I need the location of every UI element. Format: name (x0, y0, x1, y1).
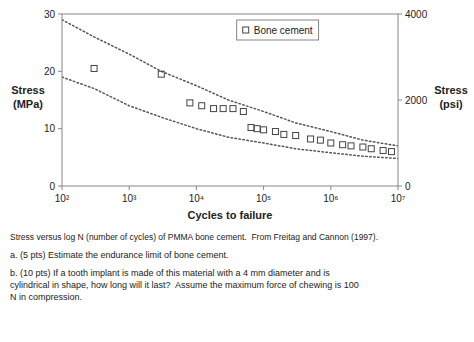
y-axis: 0 10 20 30 (44, 9, 62, 192)
y2-tick (398, 100, 402, 101)
curve (62, 77, 398, 158)
data-marks (62, 20, 398, 159)
y-tick-label: 0 (49, 181, 55, 192)
y2-axis-label: Stress (434, 84, 468, 96)
annotation: a. (5 pts) Estimate the endurance limit … (10, 250, 229, 260)
x-tick-label: 10³ (122, 193, 137, 204)
data-point (272, 129, 278, 135)
data-point (308, 136, 314, 142)
annotation: b. (10 pts) If a tooth implant is made o… (10, 268, 330, 278)
plot-background (62, 14, 398, 186)
x-tick (398, 186, 399, 190)
annotation: Stress versus log N (number of cycles) o… (10, 232, 378, 242)
y-tick-label: 10 (44, 123, 56, 134)
x-axis-label: Cycles to failure (188, 209, 273, 221)
x-tick (129, 186, 130, 190)
data-point (317, 137, 323, 143)
data-point (158, 71, 164, 77)
data-point (240, 108, 246, 114)
data-point (368, 146, 374, 152)
y-tick (58, 186, 62, 187)
y-tick-label: 30 (44, 9, 56, 20)
annotation: cylindrical in shape, how long will it l… (10, 280, 359, 290)
data-point (211, 106, 217, 112)
data-point (293, 133, 299, 139)
x-tick (196, 186, 197, 190)
data-point (261, 127, 267, 133)
data-point (254, 126, 260, 132)
y2-axis: 0 2000 4000 (398, 9, 428, 192)
x-tick (263, 186, 264, 190)
data-point (348, 143, 354, 149)
data-point (360, 144, 366, 150)
data-point (220, 106, 226, 112)
x-tick-label: 10⁴ (189, 193, 204, 204)
x-tick-label: 10² (55, 193, 70, 204)
y-tick (58, 71, 62, 72)
x-tick (330, 186, 331, 190)
y2-tick (398, 186, 402, 187)
x-tick-label: 10⁶ (323, 193, 338, 204)
y2-tick (398, 14, 402, 15)
y-tick (58, 128, 62, 129)
x-tick-label: 10⁵ (256, 193, 271, 204)
y-tick (58, 14, 62, 15)
annotation: N in compression. (10, 292, 82, 302)
legend-box (237, 20, 319, 40)
chart: 10²10³10⁴10⁵10⁶10⁷0102030020004000Stress… (0, 0, 474, 342)
data-point (230, 106, 236, 112)
y2-axis-label: (psi) (439, 98, 463, 110)
data-point (380, 147, 386, 153)
data-point (91, 65, 97, 71)
legend-symbol (243, 27, 249, 33)
data-point (340, 142, 346, 148)
y-axis-label: (MPa) (13, 98, 43, 110)
data-point (187, 100, 193, 106)
y2-tick-label: 2000 (405, 95, 428, 106)
plot-frame (62, 14, 398, 186)
y2-tick-label: 4000 (405, 9, 428, 20)
x-tick (62, 186, 63, 190)
legend: Bone cement (237, 20, 319, 40)
data-point (388, 149, 394, 155)
legend-entry: Bone cement (254, 25, 313, 36)
x-axis: 10² 10³ 10⁴ 10⁵ 10⁶ 10⁷ (55, 186, 406, 204)
y2-tick-label: 0 (405, 181, 411, 192)
data-point (328, 140, 334, 146)
data-point (199, 103, 205, 109)
y-axis-label: Stress (11, 84, 45, 96)
x-tick-label: 10⁷ (391, 193, 406, 204)
curve (62, 20, 398, 146)
data-point (248, 125, 254, 131)
y-tick-label: 20 (44, 66, 56, 77)
data-point (281, 131, 287, 137)
